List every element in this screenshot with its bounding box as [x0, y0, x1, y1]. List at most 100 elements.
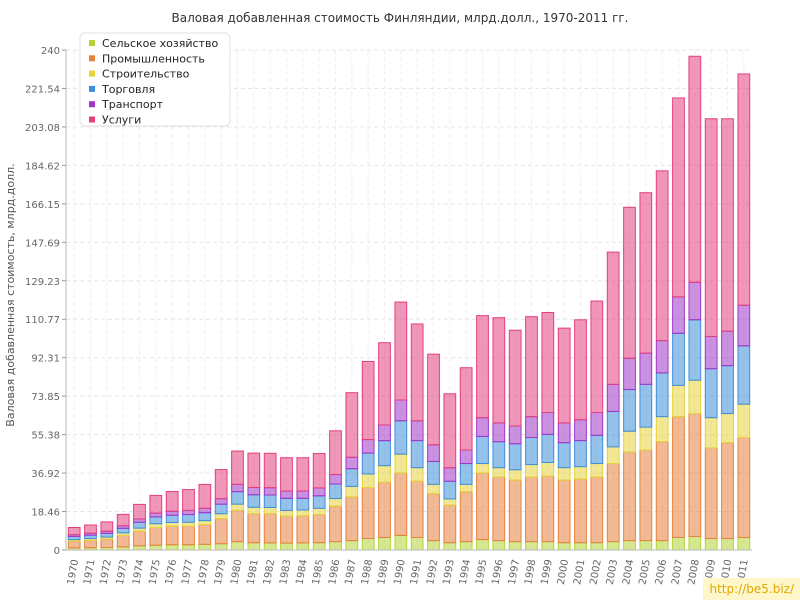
bar-segment[interactable] — [165, 544, 179, 551]
bar-segment[interactable] — [557, 422, 571, 444]
bar-segment[interactable] — [231, 483, 244, 493]
legend-item[interactable]: Строительство — [102, 68, 190, 81]
bar-segment[interactable] — [214, 543, 228, 551]
bar-segment[interactable] — [394, 534, 408, 551]
bar-segment[interactable] — [590, 476, 604, 544]
bar-segment[interactable] — [280, 515, 293, 544]
bar-segment[interactable] — [133, 530, 146, 547]
bar-segment[interactable] — [378, 440, 391, 467]
bar-segment[interactable] — [100, 521, 114, 532]
bar-segment[interactable] — [655, 170, 669, 342]
bar-segment[interactable] — [557, 467, 571, 481]
bar-segment[interactable] — [590, 542, 604, 551]
bar-segment[interactable] — [623, 430, 636, 453]
bar-segment[interactable] — [459, 541, 473, 551]
bar-segment[interactable] — [427, 460, 440, 485]
bar-segment[interactable] — [198, 543, 212, 551]
bar-segment[interactable] — [280, 509, 293, 517]
bar-segment[interactable] — [116, 534, 130, 548]
bar-segment[interactable] — [737, 403, 751, 439]
bar-segment[interactable] — [394, 420, 408, 455]
bar-segment[interactable] — [361, 487, 375, 540]
bar-segment[interactable] — [508, 443, 522, 471]
bar-segment[interactable] — [263, 494, 277, 508]
bar-segment[interactable] — [574, 440, 587, 468]
bar-segment[interactable] — [296, 490, 310, 499]
legend-item[interactable]: Торговля — [101, 83, 155, 96]
bar-segment[interactable] — [639, 352, 653, 385]
bar-segment[interactable] — [557, 542, 571, 551]
bar-segment[interactable] — [378, 537, 391, 551]
bar-segment[interactable] — [361, 452, 375, 475]
bar-segment[interactable] — [606, 410, 620, 448]
bar-segment[interactable] — [704, 417, 718, 449]
bar-segment[interactable] — [231, 491, 244, 505]
bar-segment[interactable] — [704, 538, 718, 551]
bar-segment[interactable] — [525, 316, 538, 418]
bar-segment[interactable] — [606, 446, 620, 465]
bar-segment[interactable] — [247, 487, 261, 496]
bar-segment[interactable] — [492, 422, 506, 443]
bar-segment[interactable] — [182, 489, 195, 511]
bar-segment[interactable] — [639, 383, 653, 428]
bar-segment[interactable] — [427, 493, 440, 542]
bar-segment[interactable] — [557, 479, 571, 544]
bar-segment[interactable] — [410, 467, 424, 482]
bar-segment[interactable] — [149, 544, 163, 551]
bar-segment[interactable] — [263, 487, 277, 496]
bar-segment[interactable] — [329, 498, 342, 507]
bar-segment[interactable] — [623, 540, 636, 551]
bar-segment[interactable] — [688, 535, 702, 551]
bar-segment[interactable] — [606, 251, 620, 385]
bar-segment[interactable] — [296, 542, 310, 551]
bar-segment[interactable] — [296, 497, 310, 511]
bar-segment[interactable] — [263, 542, 277, 551]
bar-segment[interactable] — [590, 412, 604, 436]
bar-segment[interactable] — [133, 503, 146, 520]
bar-segment[interactable] — [182, 525, 195, 546]
bar-segment[interactable] — [721, 118, 734, 332]
bar-segment[interactable] — [541, 312, 555, 413]
bar-segment[interactable] — [508, 425, 522, 445]
bar-segment[interactable] — [198, 507, 212, 514]
bar-segment[interactable] — [459, 463, 473, 485]
bar-segment[interactable] — [345, 392, 359, 458]
bar-segment[interactable] — [590, 463, 604, 478]
bar-segment[interactable] — [312, 487, 326, 497]
bar-segment[interactable] — [525, 541, 538, 551]
bar-segment[interactable] — [214, 518, 228, 545]
bar-segment[interactable] — [508, 329, 522, 427]
bar-segment[interactable] — [443, 480, 457, 500]
bar-segment[interactable] — [312, 514, 326, 544]
bar-segment[interactable] — [345, 496, 359, 542]
bar-segment[interactable] — [345, 485, 359, 498]
bar-segment[interactable] — [361, 360, 375, 441]
bar-segment[interactable] — [688, 413, 702, 537]
bar-segment[interactable] — [557, 442, 571, 469]
bar-segment[interactable] — [165, 510, 179, 516]
bar-segment[interactable] — [639, 426, 653, 451]
bar-segment[interactable] — [100, 532, 114, 538]
bar-segment[interactable] — [280, 457, 293, 492]
bar-segment[interactable] — [721, 442, 734, 540]
bar-segment[interactable] — [541, 462, 555, 477]
bar-segment[interactable] — [525, 464, 538, 478]
bar-segment[interactable] — [263, 507, 277, 515]
bar-segment[interactable] — [639, 449, 653, 542]
bar-segment[interactable] — [672, 537, 685, 551]
bar-segment[interactable] — [198, 524, 212, 545]
legend-item[interactable]: Услуги — [102, 114, 141, 127]
bar-segment[interactable] — [541, 541, 555, 551]
bar-segment[interactable] — [263, 452, 277, 489]
bar-segment[interactable] — [704, 335, 718, 370]
bar-segment[interactable] — [67, 540, 81, 549]
bar-segment[interactable] — [231, 503, 244, 511]
bar-segment[interactable] — [231, 541, 244, 551]
bar-segment[interactable] — [541, 412, 555, 435]
bar-segment[interactable] — [574, 319, 587, 421]
bar-segment[interactable] — [214, 513, 228, 520]
bar-segment[interactable] — [688, 55, 702, 283]
bar-segment[interactable] — [312, 542, 326, 551]
bar-segment[interactable] — [721, 330, 734, 367]
bar-segment[interactable] — [345, 456, 359, 470]
